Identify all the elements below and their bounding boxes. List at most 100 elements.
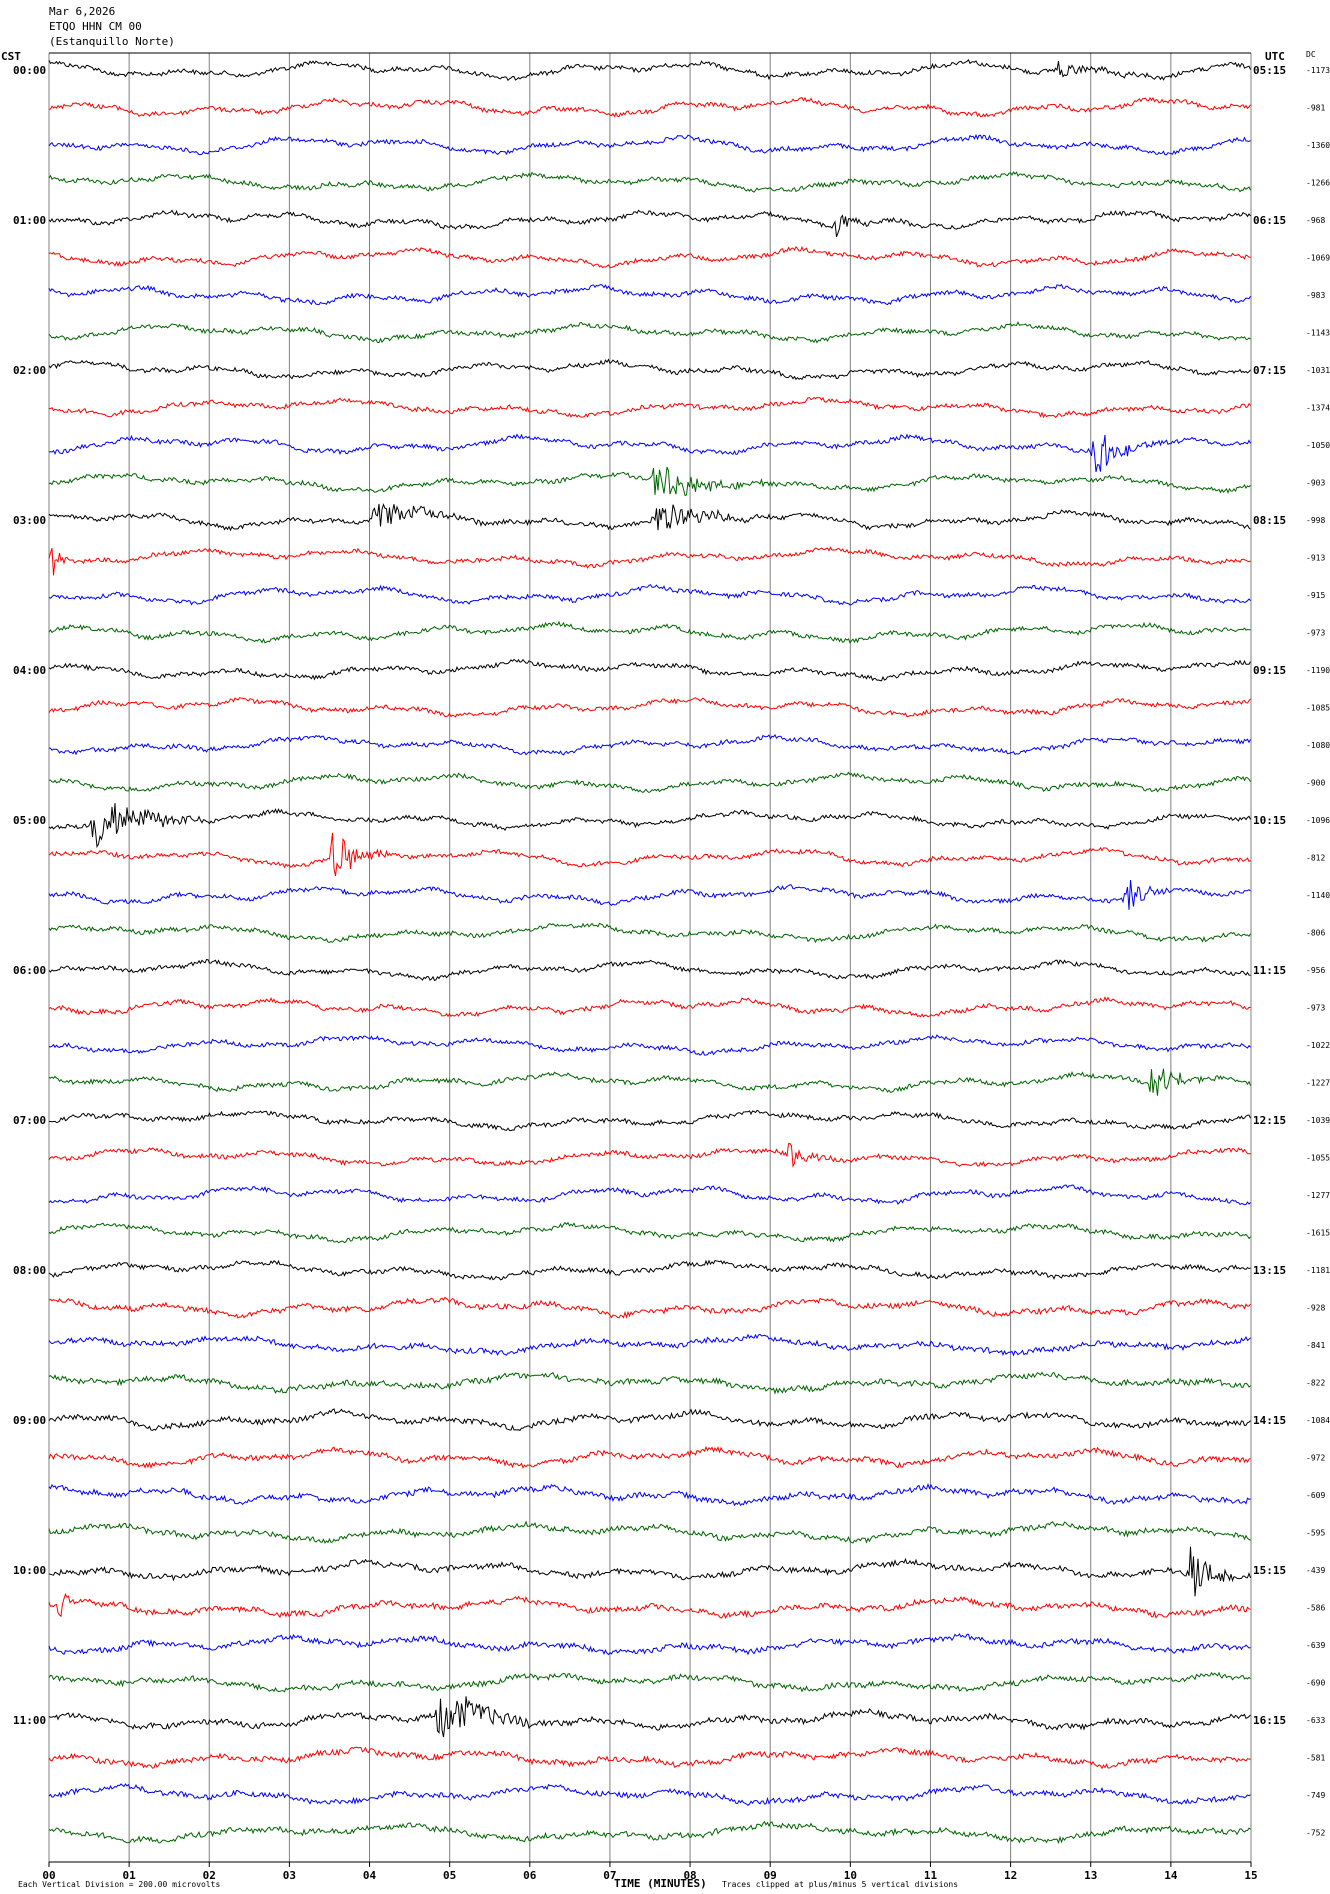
trace-line (48, 1671, 1251, 1693)
trace-line (48, 1034, 1251, 1056)
dc-offset-label: -812 (1306, 854, 1325, 863)
dc-offset-label: -915 (1306, 591, 1325, 600)
utc-hour-label: 15:15 (1253, 1564, 1286, 1577)
cst-hour-label: 03:00 (13, 514, 46, 527)
dc-offset-label: -1181 (1306, 1266, 1330, 1275)
trace-line (48, 1783, 1251, 1806)
x-tick-label: 05 (443, 1869, 456, 1882)
cst-hour-label: 05:00 (13, 814, 46, 827)
trace-line (48, 283, 1251, 306)
x-tick-label: 02 (203, 1869, 216, 1882)
trace-line (48, 59, 1251, 82)
trace-line (48, 922, 1251, 944)
trace-line (48, 546, 1251, 576)
dc-offset-label: -1096 (1306, 816, 1330, 825)
trace-line (48, 1633, 1251, 1656)
trace-line (48, 879, 1251, 910)
cst-hour-label: 07:00 (13, 1114, 46, 1127)
trace-line (48, 1259, 1251, 1281)
trace-line (48, 734, 1251, 756)
trace-line (48, 584, 1251, 606)
x-tick-label: 13 (1084, 1869, 1097, 1882)
trace-line (48, 1482, 1251, 1507)
dc-offset-label: -806 (1306, 929, 1325, 938)
trace-line (48, 996, 1251, 1018)
trace-line (48, 96, 1251, 118)
x-tick-label: 00 (42, 1869, 55, 1882)
dc-offset-label: -841 (1306, 1341, 1325, 1350)
dc-offset-label: -983 (1306, 291, 1325, 300)
utc-hour-label: 06:15 (1253, 214, 1286, 227)
dc-offset-label: -581 (1306, 1754, 1325, 1763)
dc-offset-label: -973 (1306, 629, 1325, 638)
trace-line (48, 1333, 1251, 1357)
dc-offset-label: -1050 (1306, 441, 1330, 450)
dc-offset-label: -1173 (1306, 66, 1330, 75)
dc-offset-label: -968 (1306, 216, 1325, 225)
dc-column-title: DC (1306, 50, 1316, 59)
cst-hour-label: 08:00 (13, 1264, 46, 1277)
dc-offset-label: -690 (1306, 1679, 1325, 1688)
trace-line (48, 1820, 1251, 1845)
right-axis-title: UTC (1265, 50, 1285, 63)
trace-line (48, 1068, 1251, 1096)
x-tick-label: 01 (123, 1869, 137, 1882)
dc-offset-label: -595 (1306, 1529, 1325, 1538)
utc-hour-label: 08:15 (1253, 514, 1286, 527)
x-tick-label: 03 (283, 1869, 296, 1882)
trace-line (48, 1746, 1251, 1770)
dc-offset-label: -1266 (1306, 179, 1330, 188)
trace-line (48, 803, 1251, 849)
trace-line (48, 958, 1251, 982)
x-tick-label: 14 (1164, 1869, 1178, 1882)
dc-offset-label: -1084 (1306, 1416, 1330, 1425)
trace-line (49, 771, 1251, 793)
dc-offset-label: -956 (1306, 966, 1325, 975)
utc-hour-label: 10:15 (1253, 814, 1286, 827)
x-tick-label: 10 (844, 1869, 857, 1882)
utc-hour-label: 14:15 (1253, 1414, 1286, 1427)
dc-offset-label: -972 (1306, 1454, 1325, 1463)
trace-line (48, 1371, 1251, 1395)
trace-line (48, 503, 1251, 532)
cst-hour-label: 02:00 (13, 364, 46, 377)
trace-line (48, 832, 1251, 877)
header-station: (Estanquillo Norte) (49, 35, 175, 48)
utc-hour-label: 16:15 (1253, 1714, 1286, 1727)
x-tick-label: 15 (1244, 1869, 1257, 1882)
trace-line (48, 1221, 1251, 1244)
dc-offset-label: -752 (1306, 1829, 1325, 1838)
trace-line (48, 1296, 1251, 1319)
x-tick-label: 12 (1004, 1869, 1017, 1882)
trace-line (48, 697, 1251, 718)
dc-offset-label: -1080 (1306, 741, 1330, 750)
dc-offset-label: -749 (1306, 1791, 1325, 1800)
trace-line (48, 433, 1251, 473)
trace-line (48, 396, 1251, 419)
dc-offset-label: -900 (1306, 779, 1325, 788)
trace-line (48, 1142, 1251, 1168)
header-date: Mar 6,2026 (49, 5, 116, 18)
x-tick-label: 09 (764, 1869, 777, 1882)
trace-line (48, 133, 1251, 156)
dc-offset-label: -586 (1306, 1604, 1325, 1613)
dc-offset-label: -1140 (1306, 891, 1330, 900)
dc-offset-label: -928 (1306, 1304, 1325, 1313)
trace-line (48, 1445, 1251, 1469)
cst-hour-label: 10:00 (13, 1564, 46, 1577)
dc-offset-label: -1277 (1306, 1191, 1330, 1200)
utc-hour-label: 09:15 (1253, 664, 1286, 677)
utc-hour-label: 12:15 (1253, 1114, 1286, 1127)
dc-offset-label: -633 (1306, 1716, 1325, 1725)
trace-line (48, 466, 1251, 497)
dc-offset-label: -1039 (1306, 1116, 1330, 1125)
trace-line (48, 246, 1251, 269)
dc-offset-label: -822 (1306, 1379, 1325, 1388)
dc-offset-label: -1085 (1306, 704, 1330, 713)
dc-offset-label: -1227 (1306, 1079, 1330, 1088)
x-tick-label: 07 (603, 1869, 616, 1882)
trace-line (48, 1109, 1251, 1132)
dc-offset-label: -981 (1306, 104, 1325, 113)
left-axis-title: CST (1, 50, 21, 63)
